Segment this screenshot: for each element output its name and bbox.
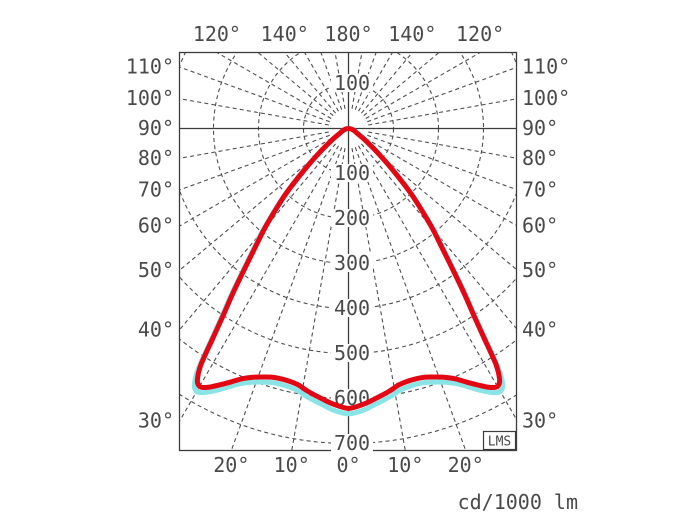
radial-label-mask [331,434,373,452]
grid-spoke [291,148,346,451]
grid-spoke [179,145,339,423]
angle-label-top: 180° [324,22,372,46]
grid-spoke [365,138,517,227]
angle-label-right: 60° [522,214,558,238]
grid-spoke [363,52,440,117]
radial-label-mask [331,254,373,272]
angle-label-left: 80° [138,146,174,170]
angle-label-left: 50° [138,258,174,282]
grid-spoke [179,140,334,272]
angle-label-bottom: 0° [336,453,360,477]
grid-spoke [351,148,406,451]
radial-tick-label: 100 [334,161,370,185]
angle-label-left: 90° [138,116,174,140]
angle-label-bottom: 10° [274,453,310,477]
grid-spoke [358,145,517,421]
angle-label-left: 100° [126,86,174,110]
grid-spoke [303,52,339,112]
grid-spoke [257,52,334,117]
lms-badge-label: LMS [488,435,511,450]
grid-spoke [179,98,329,126]
angle-label-right: 80° [522,146,558,170]
angle-label-right: 100° [522,86,570,110]
intensity-curve-c0-c180 [194,126,503,411]
angle-label-right: 110° [522,55,570,79]
grid-spoke [354,147,467,451]
angle-label-right: 90° [522,116,558,140]
radial-tick-label: 700 [334,431,370,455]
grid-spoke [179,138,332,227]
angle-label-right: 70° [522,178,558,202]
grid-spoke [367,66,517,123]
radial-tick-label: 400 [334,296,370,320]
radial-label-mask [331,344,373,362]
grid-spoke [179,134,330,191]
radial-label-mask [331,74,373,92]
radial-tick-label: 300 [334,251,370,275]
angle-label-bottom: 10° [387,453,423,477]
grid-spoke [215,52,332,119]
grid-spoke [179,66,330,123]
angle-label-right: 40° [522,317,558,341]
grid-spoke [368,131,517,159]
angle-label-top: 120° [456,22,504,46]
radial-tick-label: 100 [334,71,370,95]
grid-spoke [358,52,394,112]
radial-label-mask [331,164,373,182]
lms-badge-box [482,430,517,451]
angle-label-left: 70° [138,178,174,202]
angle-label-right: 50° [522,258,558,282]
grid-spoke [179,143,337,331]
radial-tick-label: 200 [334,206,370,230]
grid-spoke [367,134,517,191]
intensity-curves [191,126,506,417]
angle-label-top: 140° [261,22,309,46]
radial-label-mask [331,299,373,317]
angle-label-left: 40° [138,317,174,341]
grid-spoke [230,147,343,451]
lms-badge: LMS [482,430,517,451]
radial-label-mask [331,209,373,227]
angle-label-right: 30° [522,409,558,433]
grid-spoke [368,98,517,126]
angle-label-left: 60° [138,214,174,238]
angle-label-top: 140° [388,22,436,46]
grid-spoke [179,131,329,159]
grid-spoke [363,140,517,271]
angle-label-left: 110° [126,55,174,79]
radial-tick-label: 500 [334,341,370,365]
unit-label: cd/1000 lm [458,490,578,514]
angle-labels: 120° 140° 180° 140° 120° 20° 10° 0° 10° 20° 110° 11… [126,22,570,477]
angle-label-top: 120° [193,22,241,46]
angle-label-bottom: 20° [448,453,484,477]
grid-spoke [360,143,517,330]
angle-label-left: 30° [138,409,174,433]
angle-label-bottom: 20° [213,453,249,477]
grid-spoke [365,52,482,119]
